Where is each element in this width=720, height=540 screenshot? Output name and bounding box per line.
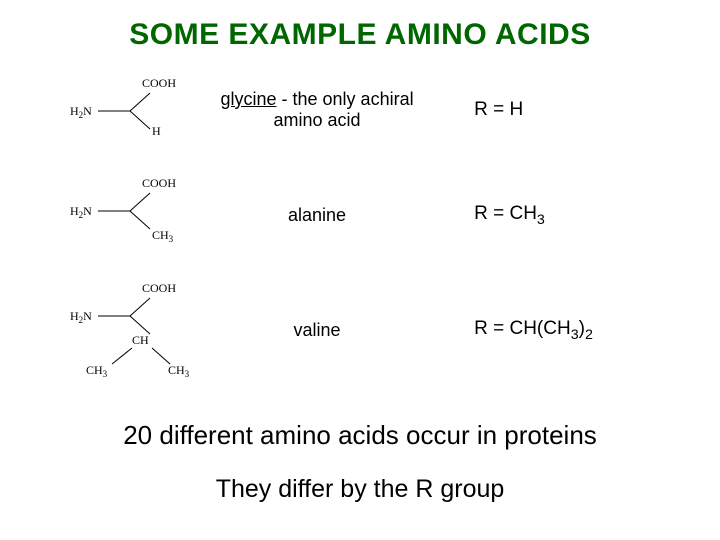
rgroup-valine: R = CH(CH3)2 [454, 318, 650, 343]
rgroup-alanine: R = CH3 [454, 203, 650, 228]
structure-alanine: COOH H2N CH3 [70, 173, 190, 258]
svg-text:H2N: H2N [70, 204, 92, 220]
svg-text:COOH: COOH [142, 76, 176, 90]
slide-title: SOME EXAMPLE AMINO ACIDS [0, 18, 720, 52]
amino-acid-row: COOH H2N H glycine - the only achiralami… [70, 70, 650, 150]
desc-alanine: alanine [190, 205, 454, 226]
svg-text:H2N: H2N [70, 309, 92, 325]
svg-text:CH: CH [132, 333, 149, 347]
svg-text:COOH: COOH [142, 281, 176, 295]
svg-text:CH3: CH3 [86, 363, 108, 378]
svg-text:H2N: H2N [70, 104, 92, 120]
svg-text:H: H [152, 124, 161, 138]
svg-text:COOH: COOH [142, 176, 176, 190]
rgroup-glycine: R = H [454, 99, 650, 121]
svg-text:CH3: CH3 [152, 228, 174, 244]
amino-acid-row: COOH H2N CH3 alanine R = CH3 [70, 170, 650, 260]
amino-acid-row: COOH H2N CH CH3 CH3 valine R = CH(CH3)2 [70, 275, 650, 385]
svg-text:CH3: CH3 [168, 363, 190, 378]
desc-valine: valine [190, 320, 454, 341]
footer-line-1: 20 different amino acids occur in protei… [0, 420, 720, 451]
footer-line-2: They differ by the R group [0, 475, 720, 504]
structure-glycine: COOH H2N H [70, 73, 190, 148]
desc-glycine: glycine - the only achiralamino acid [190, 89, 454, 131]
structure-valine: COOH H2N CH CH3 CH3 [70, 278, 190, 383]
